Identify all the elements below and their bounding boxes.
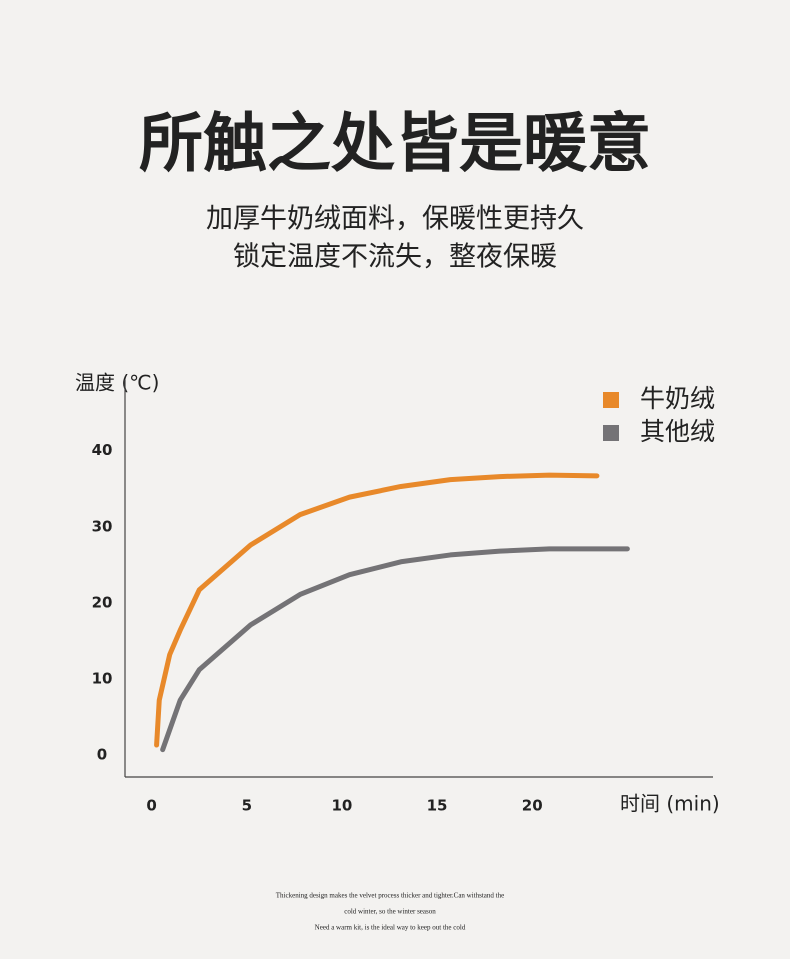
legend-label: 其他绒 xyxy=(640,417,715,446)
footer: Thickening design makes the velvet proce… xyxy=(276,892,504,900)
legend-swatch xyxy=(603,425,619,441)
legend-label: 牛奶绒 xyxy=(640,384,715,413)
x-tick-label: 5 xyxy=(242,797,252,815)
y-tick-label: 0 xyxy=(97,745,107,763)
subtitle: 锁定温度不流失，整夜保暖 xyxy=(233,242,557,273)
x-axis-label: 时间 (min) xyxy=(620,792,720,816)
line xyxy=(160,546,630,753)
y-tick-label: 30 xyxy=(92,517,113,535)
y-tick-label: 40 xyxy=(92,441,113,459)
y-axis-label: 温度 (℃) xyxy=(75,371,159,395)
footer: Need a warm kit, is the ideal way to kee… xyxy=(315,924,466,932)
subtitle: 加厚牛奶绒面料，保暖性更持久 xyxy=(206,204,584,235)
x-tick-label: 0 xyxy=(146,797,156,815)
x-tick-label: 15 xyxy=(427,797,448,815)
legend-swatch xyxy=(603,392,619,408)
y-tick-label: 10 xyxy=(92,669,113,687)
title: 所触之处皆是暖意 xyxy=(139,108,651,182)
x-tick-label: 20 xyxy=(522,797,543,815)
line xyxy=(154,472,600,748)
x-tick-label: 10 xyxy=(331,797,352,815)
y-tick-label: 20 xyxy=(92,593,113,611)
footer: cold winter, so the winter season xyxy=(344,908,436,916)
